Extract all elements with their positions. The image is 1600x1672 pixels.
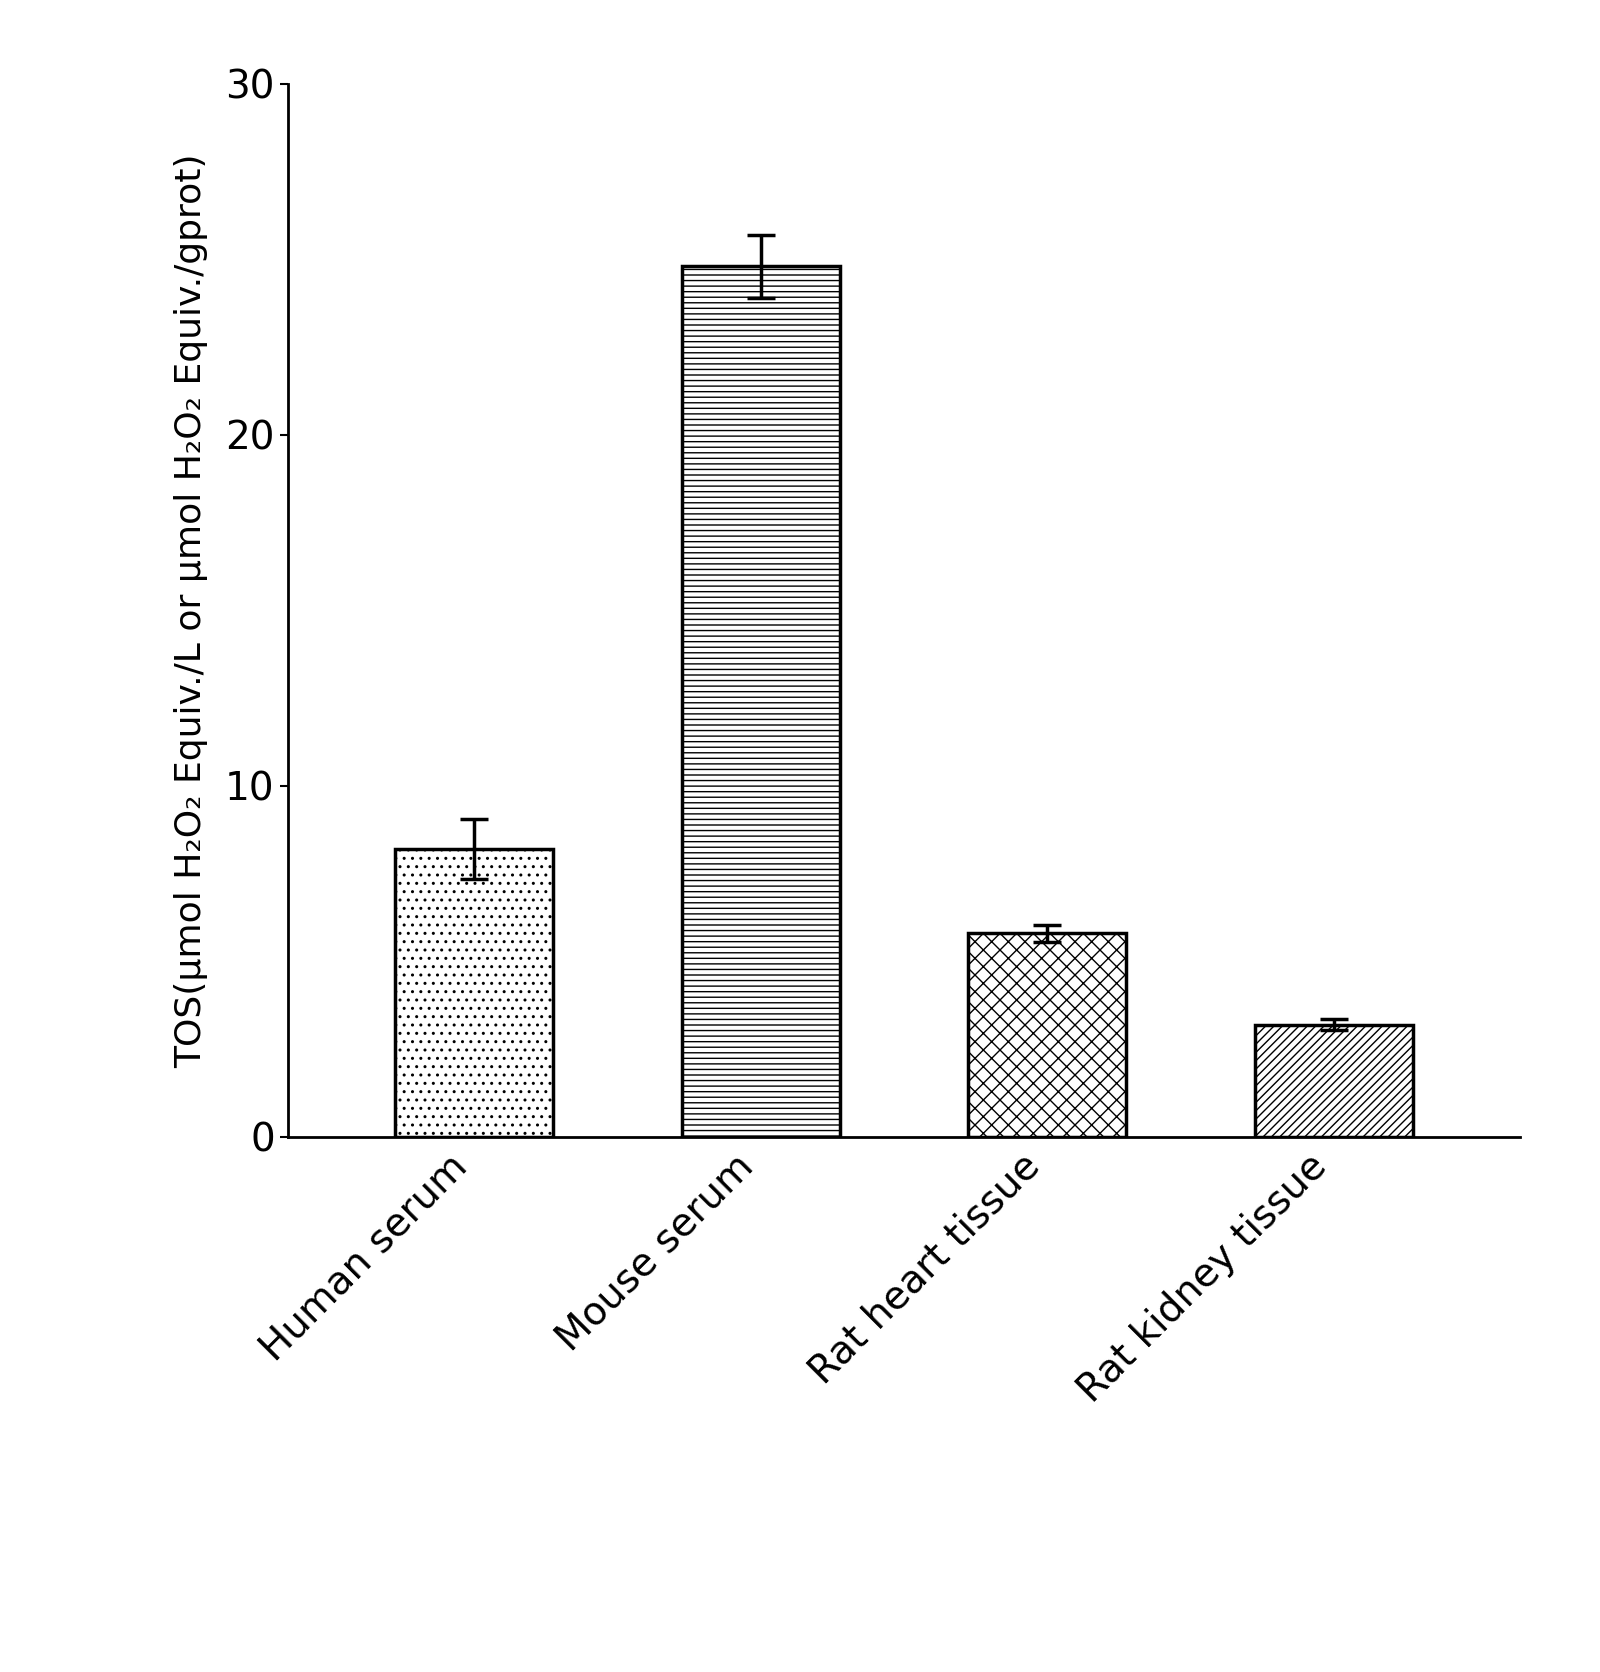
Bar (395, 849, 554, 1137)
Bar (682, 266, 840, 1137)
Bar (968, 933, 1126, 1137)
Bar (1254, 1025, 1413, 1137)
Y-axis label: TOS(μmol H₂O₂ Equiv./L or μmol H₂O₂ Equiv./gprot): TOS(μmol H₂O₂ Equiv./L or μmol H₂O₂ Equi… (174, 154, 208, 1067)
